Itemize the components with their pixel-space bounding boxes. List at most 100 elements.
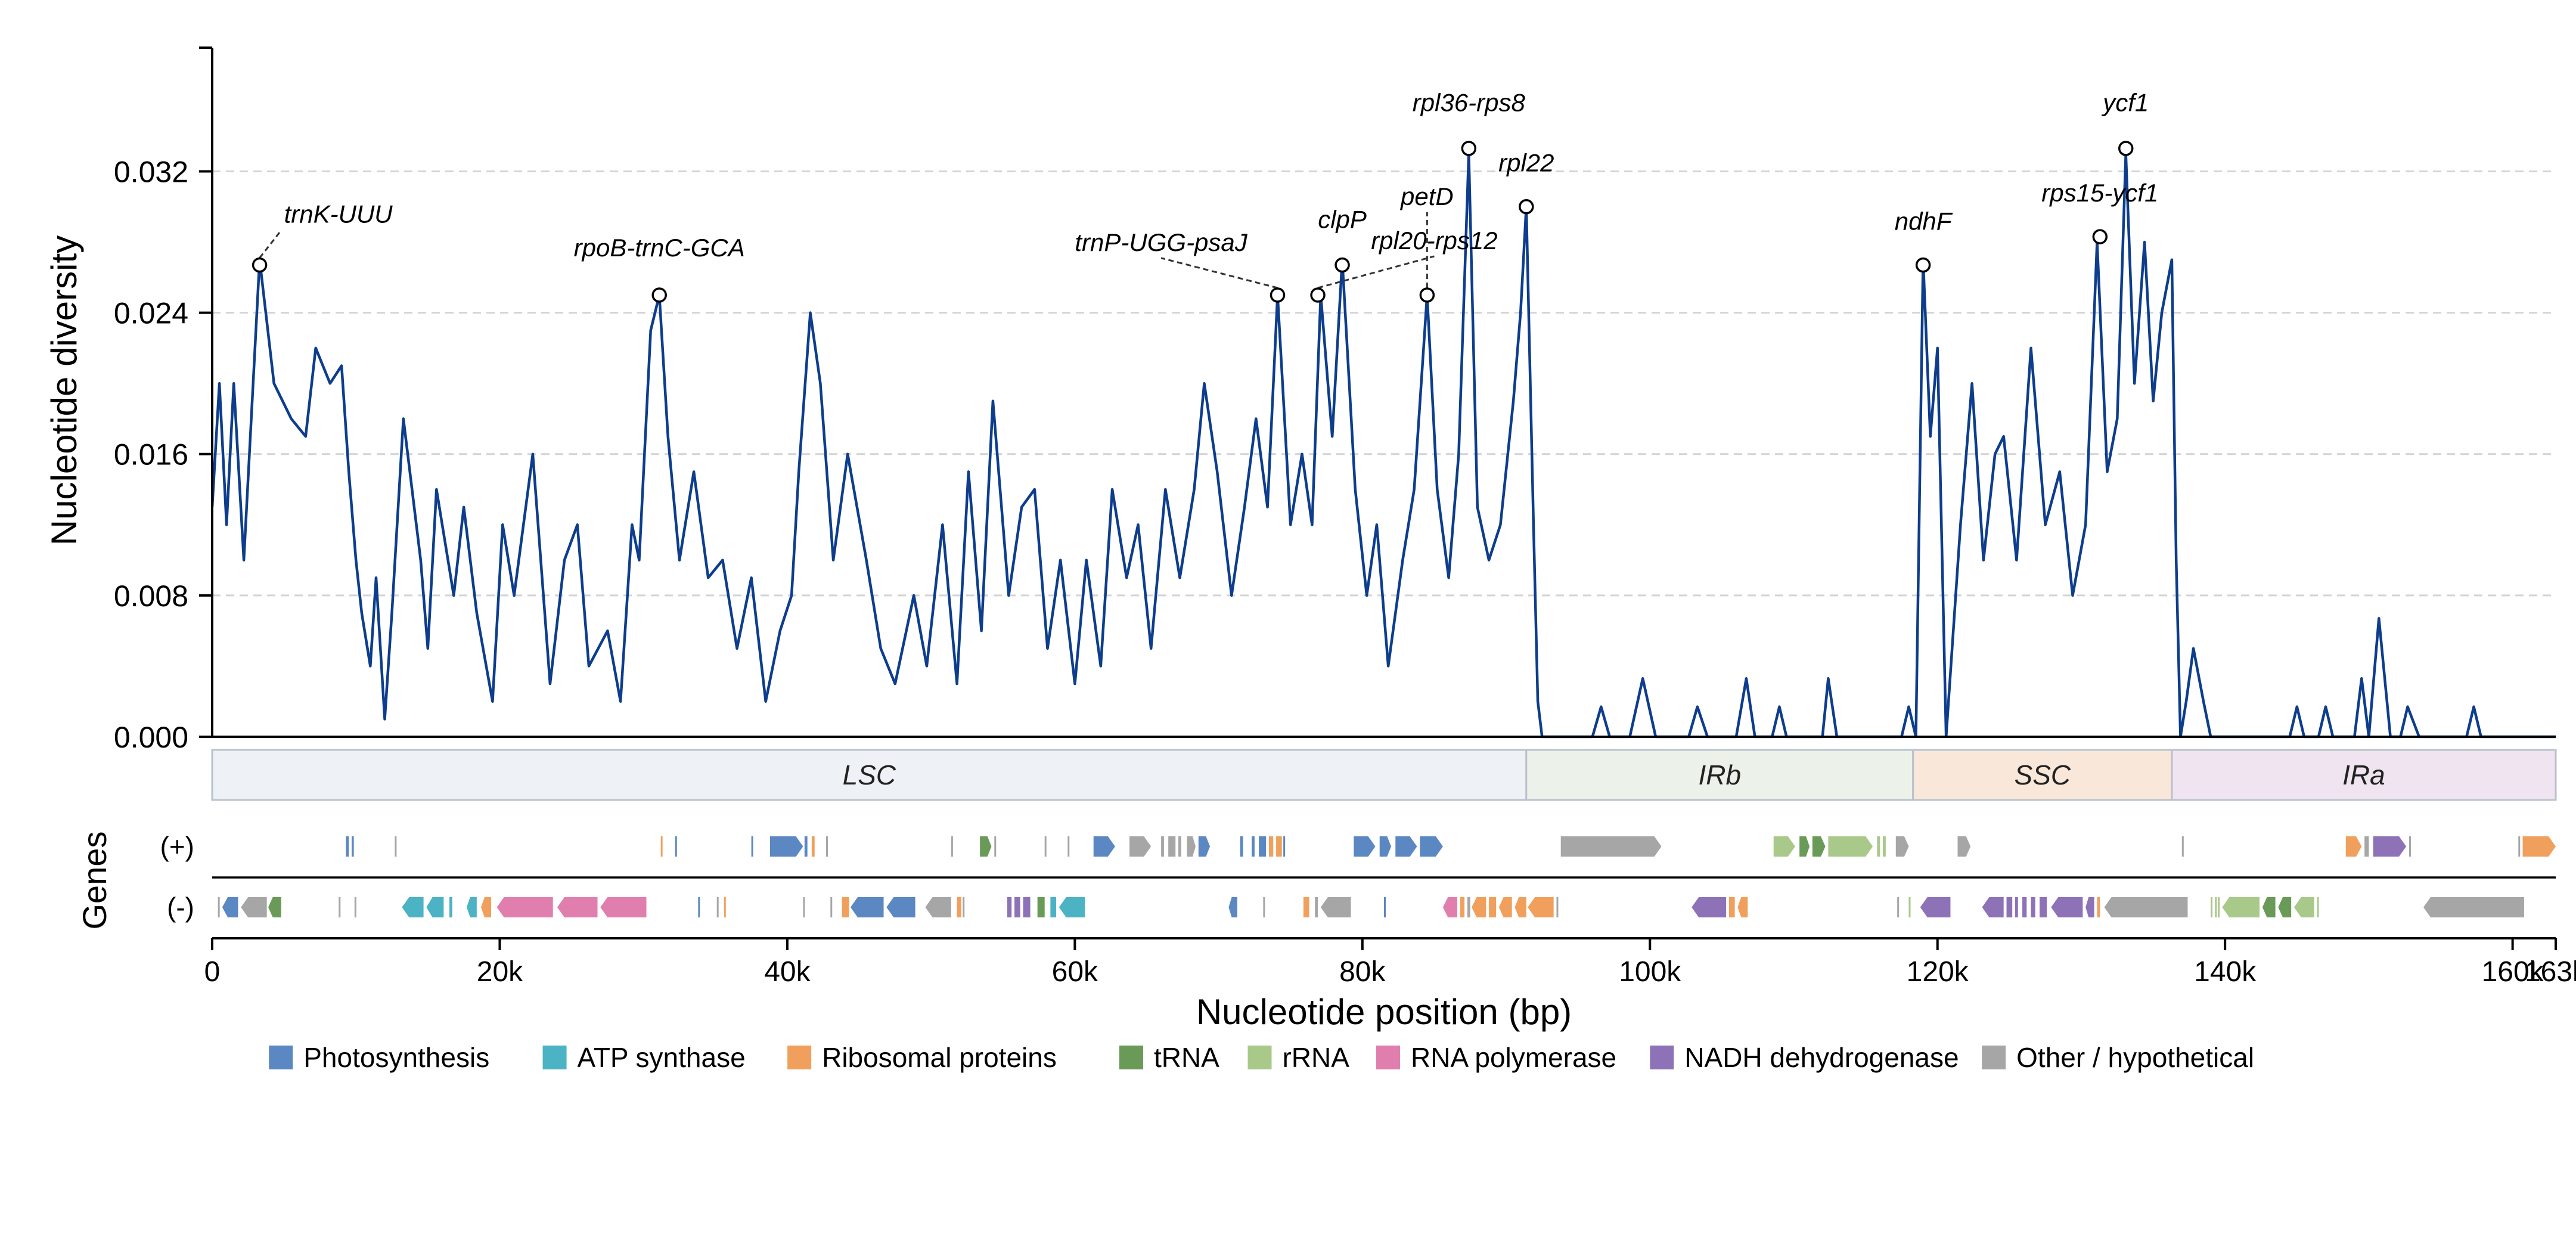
strand-minus-label: (-) [167, 892, 194, 923]
gene-feature [804, 836, 808, 857]
x-tick-label: 0 [204, 956, 221, 988]
gene-feature [2211, 897, 2213, 917]
gene-track: (+) (-) [160, 831, 2556, 923]
gene-feature [2262, 897, 2276, 917]
legend-swatch [269, 1046, 293, 1069]
gene-feature [994, 836, 997, 857]
gene-feature [1093, 836, 1115, 857]
gene-feature [2218, 897, 2220, 917]
gene-feature [1877, 836, 1880, 857]
gene-feature [1023, 897, 1031, 917]
legend-label: Photosynthesis [303, 1042, 489, 1073]
x-tick-label: 40k [764, 956, 811, 988]
annotation-leader [1317, 255, 1435, 289]
gene-feature [2373, 836, 2407, 857]
gene-feature [2051, 897, 2083, 917]
legend-swatch [787, 1046, 812, 1069]
gene-feature [354, 897, 356, 917]
gene-feature [1957, 836, 1971, 857]
legend-item: ATP synthase [542, 1042, 746, 1073]
gene-feature [449, 897, 452, 917]
peak-marker [1419, 287, 1435, 303]
gene-feature [963, 897, 965, 917]
gene-feature [1460, 897, 1465, 917]
gene-feature [1498, 897, 1512, 917]
gene-feature [1161, 836, 1164, 857]
gene-feature [1560, 836, 1662, 857]
gene-feature [1384, 897, 1386, 917]
gene-feature [1692, 897, 1727, 917]
annotation-label: ycf1 [2101, 89, 2149, 117]
gene-feature [1276, 836, 1282, 857]
gene-feature [1228, 897, 1237, 917]
gene-feature [1007, 897, 1012, 917]
annotation-label: rpl22 [1498, 148, 1554, 176]
gene-feature [2097, 897, 2100, 917]
gene-feature [1883, 836, 1886, 857]
gene-feature [1812, 836, 1826, 857]
gene-feature [698, 897, 700, 917]
x-tick-label: 80k [1339, 956, 1386, 988]
gene-feature [803, 897, 805, 917]
region-label: LSC [843, 759, 896, 790]
x-tick-label: 20k [477, 956, 523, 988]
gene-feature [2409, 836, 2411, 857]
gene-feature [2085, 897, 2094, 917]
gene-feature [1908, 897, 1911, 917]
gene-feature [600, 897, 647, 917]
peak-marker [1310, 287, 1326, 303]
x-tick-label: 163k [2525, 956, 2576, 988]
annotation-leader [1160, 257, 1278, 289]
x-tick-label: 100k [1619, 956, 1681, 988]
y-axis-label: Nucleotide diversity [44, 235, 84, 545]
peak-marker [1270, 287, 1286, 303]
genome-region-bar: LSC IRb SSC IRa [211, 749, 2557, 801]
gene-feature [716, 897, 719, 917]
x-tick-label: 60k [1052, 956, 1098, 988]
gene-feature [1269, 836, 1274, 857]
gene-feature [466, 897, 477, 917]
annotation-label: clpP [1318, 205, 1367, 233]
gene-feature [2222, 897, 2260, 917]
gene-feature [1489, 897, 1497, 917]
gene-feature [660, 836, 663, 857]
gene-feature [346, 836, 349, 857]
gene-feature [1895, 836, 1909, 857]
annotation-label: rpl20-rps12 [1371, 227, 1497, 255]
gene-feature [1828, 836, 1873, 857]
gene-feature [2317, 897, 2319, 917]
genes-track-label: Genes [76, 832, 113, 930]
gene-feature [2039, 897, 2047, 917]
diversity-line-series [210, 152, 2556, 739]
gene-feature [851, 897, 884, 917]
legend-item: Photosynthesis [269, 1042, 489, 1073]
gene-feature [2022, 897, 2027, 917]
gene-feature [1259, 836, 1267, 857]
annotation-label: petD [1399, 182, 1454, 210]
legend-label: ATP synthase [578, 1042, 746, 1073]
region-lsc [211, 749, 1528, 801]
gene-feature [218, 897, 220, 917]
gene-feature [886, 897, 915, 917]
gene-feature [1320, 897, 1351, 917]
gene-feature [2423, 897, 2524, 917]
x-tick-label: 160k [2482, 956, 2544, 988]
peak-marker [252, 257, 268, 273]
legend-label: RNA polymerase [1411, 1042, 1616, 1073]
gene-feature [426, 897, 444, 917]
legend-swatch [1247, 1046, 1272, 1069]
gene-feature [724, 897, 726, 917]
gene-feature [1442, 897, 1458, 917]
peak-marker [2118, 141, 2134, 156]
gene-feature [1773, 836, 1795, 857]
annotation-label: rps15-ycf1 [2041, 179, 2158, 207]
gene-feature [351, 836, 354, 857]
gene-feature [1178, 836, 1181, 857]
peak-marker [1915, 257, 1931, 273]
peak-marker [2092, 229, 2108, 244]
gene-feature [222, 897, 238, 917]
gene-feature [1067, 836, 1070, 857]
gridlines [212, 170, 2556, 597]
annotation-leader [259, 229, 283, 259]
